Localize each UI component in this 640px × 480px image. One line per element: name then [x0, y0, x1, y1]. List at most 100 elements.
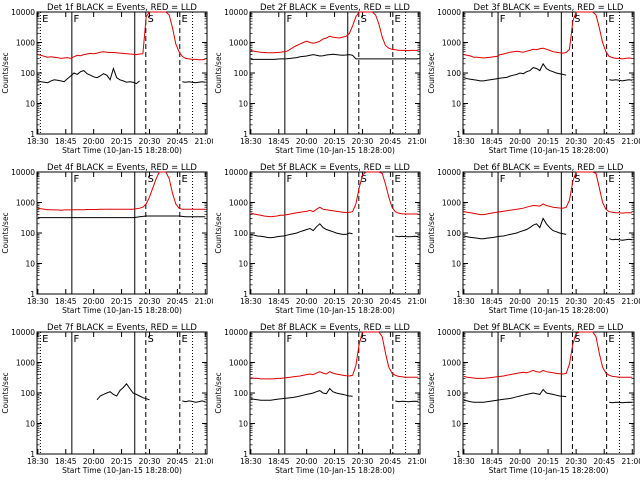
x-tick-label: 20:30	[565, 457, 587, 466]
x-tick-label: 20:00	[296, 297, 318, 306]
x-tick-label: 20:00	[83, 297, 105, 306]
x-axis-label: Start Time (10-Jan-15 18:28:00)	[489, 466, 609, 475]
lld-series-line	[463, 331, 633, 379]
y-tick-label: 1	[30, 290, 35, 299]
detector-plot-4: Det 4f BLACK = Events, RED = LLD 1 10 100 10…	[1, 163, 213, 315]
x-tick-label: 20:45	[593, 457, 615, 466]
x-axis-label: Start Time (10-Jan-15 18:28:00)	[489, 306, 609, 315]
y-tick-label: 10	[25, 420, 35, 429]
x-tick-label: 20:00	[509, 457, 531, 466]
phase-marker-label: S	[148, 14, 154, 25]
lld-series-line	[37, 171, 206, 211]
x-tick-label: 21:00	[407, 137, 426, 146]
detector-plot-2: Det 2f BLACK = Events, RED = LLD 1 10 100 10…	[214, 3, 426, 155]
x-tick-label: 20:00	[509, 297, 531, 306]
y-tick-label: 1000	[16, 199, 35, 208]
y-tick-label: 10000	[437, 8, 461, 17]
x-tick-label: 21:00	[621, 137, 640, 146]
phase-marker-label: E	[182, 334, 188, 345]
phase-marker-label: E	[395, 174, 401, 185]
phase-marker-label: S	[574, 14, 580, 25]
plot-title: Det 4f BLACK = Events, RED = LLD	[47, 163, 197, 173]
plot-title: Det 8f BLACK = Events, RED = LLD	[260, 323, 410, 333]
phase-marker-label: S	[574, 174, 580, 185]
x-tick-label: 20:30	[352, 297, 374, 306]
x-tick-label: 18:45	[481, 457, 503, 466]
events-series-line	[96, 382, 206, 403]
phase-marker-label: E	[42, 14, 48, 25]
events-series-line	[463, 217, 633, 241]
x-axis-label: Start Time (10-Jan-15 18:28:00)	[62, 146, 182, 155]
x-tick-label: 20:30	[352, 137, 374, 146]
x-tick-label: 20:00	[296, 137, 318, 146]
y-tick-label: 10000	[224, 328, 248, 337]
plot-frame	[36, 11, 208, 135]
detector-plot-8: Det 8f BLACK = Events, RED = LLD 1 10 100 10…	[214, 323, 426, 475]
y-axis-label: Counts/sec	[427, 52, 436, 93]
events-series-line	[37, 215, 206, 219]
x-axis-label: Start Time (10-Jan-15 18:28:00)	[489, 146, 609, 155]
y-tick-label: 100	[21, 69, 36, 78]
x-tick-label: 18:45	[55, 137, 77, 146]
y-tick-label: 100	[234, 389, 249, 398]
x-tick-label: 20:30	[139, 457, 161, 466]
x-tick-label: 20:30	[565, 297, 587, 306]
detector-plot-1: Det 1f BLACK = Events, RED = LLD 1 10 100 10…	[1, 3, 213, 155]
plot-title: Det 2f BLACK = Events, RED = LLD	[260, 3, 410, 13]
detector-plot-5: Det 5f BLACK = Events, RED = LLD 1 10 100 10…	[214, 163, 426, 315]
x-tick-label: 20:15	[537, 297, 559, 306]
y-axis-label: Counts/sec	[1, 372, 10, 413]
lld-series-line	[250, 331, 419, 380]
plot-frame	[462, 171, 635, 295]
events-series-line	[250, 223, 419, 239]
x-tick-label: 20:30	[139, 297, 161, 306]
phase-marker-label: E	[42, 334, 48, 345]
phase-marker-label: F	[287, 334, 293, 345]
x-tick-label: 20:45	[167, 137, 189, 146]
y-tick-label: 10	[451, 260, 461, 269]
y-tick-label: 1000	[442, 39, 461, 48]
x-tick-label: 18:30	[240, 297, 262, 306]
plot-frame	[249, 11, 421, 135]
y-tick-label: 10	[238, 420, 248, 429]
x-tick-label: 20:45	[380, 137, 402, 146]
plot-title: Det 9f BLACK = Events, RED = LLD	[474, 323, 624, 333]
phase-marker-label: F	[500, 14, 506, 25]
x-tick-label: 18:30	[240, 137, 262, 146]
y-tick-label: 10000	[437, 168, 461, 177]
plot-title: Det 3f BLACK = Events, RED = LLD	[474, 3, 624, 13]
y-tick-label: 1000	[442, 359, 461, 368]
phase-marker-label: E	[182, 174, 188, 185]
y-axis-label: Counts/sec	[214, 372, 223, 413]
y-tick-label: 1	[243, 290, 248, 299]
x-tick-label: 18:30	[27, 297, 49, 306]
phase-marker-label: S	[148, 334, 154, 345]
phase-marker-label: F	[74, 334, 80, 345]
y-tick-label: 1	[243, 130, 248, 139]
phase-marker-label: E	[608, 334, 614, 345]
phase-marker-label: F	[500, 334, 506, 345]
y-tick-label: 100	[21, 229, 36, 238]
phase-marker-label: S	[361, 174, 367, 185]
detector-plot-9: Det 9f BLACK = Events, RED = LLD 1 10 100 10…	[427, 323, 640, 475]
x-tick-label: 20:15	[324, 297, 346, 306]
x-tick-label: 20:15	[111, 457, 133, 466]
x-tick-label: 20:45	[167, 457, 189, 466]
phase-marker-label: F	[74, 14, 80, 25]
x-axis-label: Start Time (10-Jan-15 18:28:00)	[275, 146, 395, 155]
y-tick-label: 1	[30, 450, 35, 459]
x-tick-label: 20:00	[83, 457, 105, 466]
x-tick-label: 20:30	[565, 137, 587, 146]
y-tick-label: 10	[451, 100, 461, 109]
y-axis-label: Counts/sec	[427, 372, 436, 413]
y-tick-label: 10	[238, 260, 248, 269]
x-tick-label: 20:45	[593, 137, 615, 146]
lld-series-line	[463, 171, 633, 216]
lld-series-line	[463, 11, 633, 60]
y-tick-label: 1	[243, 450, 248, 459]
y-tick-label: 1000	[229, 39, 248, 48]
phase-marker-label: F	[500, 174, 506, 185]
x-tick-label: 20:45	[380, 297, 402, 306]
x-axis-label: Start Time (10-Jan-15 18:28:00)	[62, 466, 182, 475]
